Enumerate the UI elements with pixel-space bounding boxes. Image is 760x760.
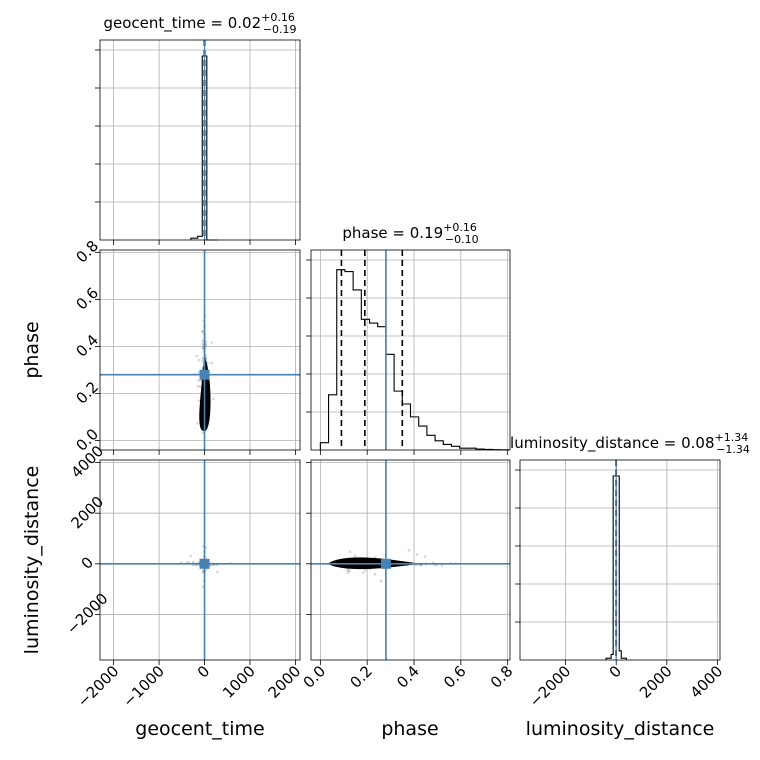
scatter-geocent_time-vs-phase-sample — [196, 421, 199, 425]
scatter-geocent_time-vs-luminosity_distance-xtick-label-1: −1000 — [119, 662, 168, 711]
hist-luminosity_distance-xtick-label-2: 2000 — [636, 662, 676, 702]
scatter-geocent_time-vs-luminosity_distance-sample — [187, 560, 190, 564]
scatter-phase-vs-luminosity_distance-sample — [373, 573, 377, 576]
x-axis-label-luminosity_distance: luminosity_distance — [526, 718, 715, 740]
scatter-geocent_time-vs-phase-frame — [99, 249, 301, 451]
scatter-phase-vs-luminosity_distance-sample — [362, 571, 365, 574]
scatter-geocent_time-vs-phase-sample — [197, 371, 201, 374]
scatter-geocent_time-vs-luminosity_distance-sample — [209, 564, 213, 567]
scatter-geocent_time-vs-luminosity_distance-ytick-label-1: 0 — [78, 553, 97, 572]
scatter-phase-vs-luminosity_distance-truth-marker — [380, 558, 391, 569]
scatter-geocent_time-vs-phase-sample — [201, 342, 204, 346]
scatter-geocent_time-vs-phase-sample — [196, 385, 200, 388]
hist-geocent_time-frame — [99, 39, 301, 241]
scatter-phase-vs-luminosity_distance-sample — [348, 550, 352, 554]
scatter-phase-vs-luminosity_distance-sample — [346, 571, 350, 574]
scatter-geocent_time-vs-phase-sample — [201, 431, 205, 435]
scatter-phase-vs-luminosity_distance-xtick-label-3: 0.6 — [440, 662, 470, 692]
hist-phase-steps — [319, 269, 510, 451]
scatter-geocent_time-vs-phase-sample — [210, 361, 213, 365]
scatter-phase-vs-luminosity_distance-sample — [348, 569, 351, 572]
hist-phase-frame — [310, 249, 511, 451]
scatter-phase-vs-luminosity_distance-xtick-label-2: 0.4 — [393, 662, 423, 692]
scatter-geocent_time-vs-luminosity_distance-truth-marker — [199, 558, 210, 569]
scatter-geocent_time-vs-phase-sample — [201, 330, 204, 333]
scatter-geocent_time-vs-luminosity_distance-ytick-label-2: 2000 — [67, 493, 107, 533]
scatter-phase-vs-luminosity_distance-sample — [440, 563, 444, 567]
scatter-geocent_time-vs-phase-ytick-label-4: 0.8 — [72, 237, 102, 267]
y-axis-label-luminosity_distance: luminosity_distance — [21, 466, 43, 655]
scatter-geocent_time-vs-luminosity_distance-xtick-label-0: −2000 — [74, 662, 123, 711]
scatter-geocent_time-vs-phase-sample — [210, 341, 213, 344]
scatter-phase-vs-luminosity_distance-xtick-label-0: 0.0 — [300, 662, 330, 692]
scatter-geocent_time-vs-luminosity_distance-xtick-label-2: 0 — [194, 662, 213, 681]
scatter-geocent_time-vs-luminosity_distance-xtick-label-3: 1000 — [219, 662, 259, 702]
y-axis-label-phase: phase — [21, 321, 43, 378]
hist-luminosity_distance-frame — [519, 459, 721, 661]
hist-luminosity_distance-xtick-label-0: −2000 — [526, 662, 575, 711]
scatter-geocent_time-vs-luminosity_distance-frame — [99, 459, 301, 661]
hist-luminosity_distance-xtick-label-3: 4000 — [687, 662, 727, 702]
scatter-phase-vs-luminosity_distance-sample — [415, 553, 419, 556]
hist-phase-title: phase = 0.19+0.16 −0.10 — [342, 221, 478, 246]
scatter-phase-vs-luminosity_distance-sample — [353, 554, 357, 558]
scatter-geocent_time-vs-phase-ytick-label-2: 0.4 — [72, 331, 102, 361]
scatter-phase-vs-luminosity_distance-sample — [379, 579, 383, 583]
scatter-phase-vs-luminosity_distance-sample — [363, 568, 367, 572]
scatter-geocent_time-vs-luminosity_distance-sample — [189, 554, 192, 558]
scatter-geocent_time-vs-phase-sample — [195, 354, 198, 358]
hist-geocent_time-title: geocent_time = 0.02+0.16 −0.19 — [103, 11, 296, 36]
scatter-phase-vs-luminosity_distance-sample — [423, 555, 427, 558]
scatter-geocent_time-vs-phase-ytick-label-3: 0.6 — [72, 284, 102, 314]
scatter-geocent_time-vs-phase-sample — [197, 379, 200, 382]
scatter-geocent_time-vs-phase-truth-marker — [199, 369, 210, 380]
x-axis-label-phase: phase — [381, 718, 438, 740]
scatter-phase-vs-luminosity_distance-xtick-label-1: 0.2 — [346, 662, 376, 692]
scatter-phase-vs-luminosity_distance-sample — [346, 569, 349, 573]
scatter-geocent_time-vs-phase-sample — [200, 329, 204, 333]
scatter-geocent_time-vs-luminosity_distance-sample — [192, 560, 195, 564]
scatter-geocent_time-vs-luminosity_distance-xtick-label-4: 2000 — [265, 662, 305, 702]
scatter-geocent_time-vs-phase-sample — [198, 385, 202, 388]
hist-luminosity_distance-title: luminosity_distance = 0.08+1.34 −1.34 — [510, 431, 750, 456]
x-axis-label-geocent_time: geocent_time — [135, 718, 264, 740]
scatter-geocent_time-vs-luminosity_distance-ytick-label-0: −2000 — [63, 589, 112, 638]
scatter-geocent_time-vs-phase-sample — [201, 346, 204, 350]
scatter-geocent_time-vs-phase-sample — [197, 399, 201, 403]
scatter-geocent_time-vs-luminosity_distance-sample — [216, 570, 219, 574]
scatter-geocent_time-vs-luminosity_distance-sample — [201, 569, 205, 573]
scatter-phase-vs-luminosity_distance-frame — [310, 459, 511, 661]
scatter-geocent_time-vs-phase-sample — [199, 379, 203, 383]
scatter-phase-vs-luminosity_distance-sample — [407, 549, 411, 552]
scatter-geocent_time-vs-phase-sample — [201, 339, 205, 343]
hist-luminosity_distance-xtick-label-1: 0 — [606, 662, 625, 681]
scatter-geocent_time-vs-phase-ytick-label-1: 0.2 — [72, 378, 102, 408]
scatter-geocent_time-vs-phase-sample — [197, 358, 201, 362]
scatter-geocent_time-vs-luminosity_distance-ytick-label-3: 4000 — [67, 442, 107, 482]
scatter-phase-vs-luminosity_distance-sample — [373, 556, 377, 559]
scatter-geocent_time-vs-phase-sample — [212, 397, 215, 400]
scatter-geocent_time-vs-phase-sample — [201, 359, 204, 363]
scatter-phase-vs-luminosity_distance-xtick-label-4: 0.8 — [487, 662, 517, 692]
